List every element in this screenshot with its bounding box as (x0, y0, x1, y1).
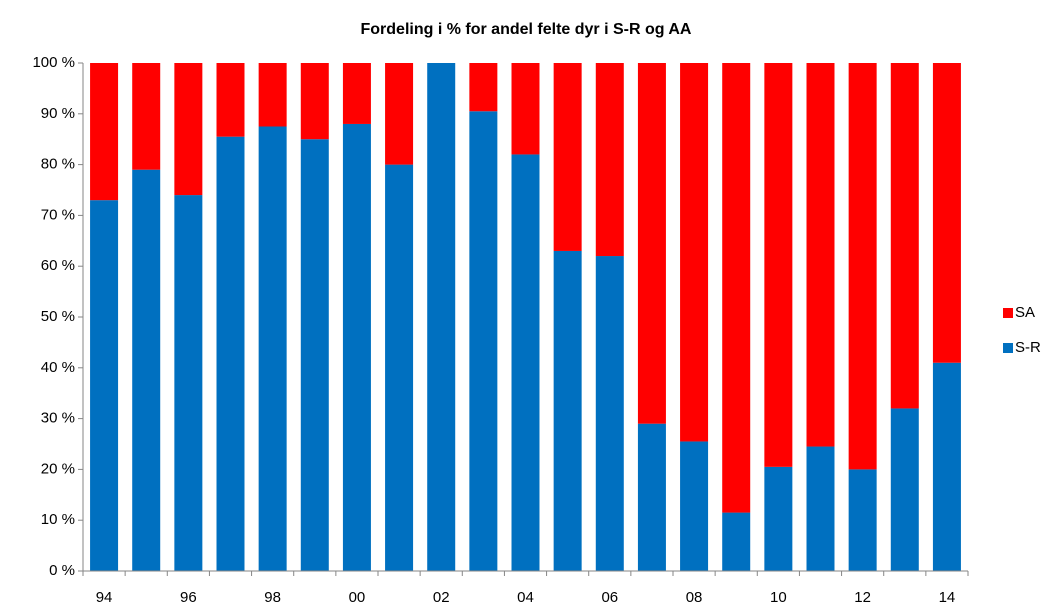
bar-segment (174, 63, 203, 196)
x-tick-label: 06 (601, 589, 618, 606)
bar-segment (932, 362, 961, 571)
bar-segment (385, 63, 414, 165)
y-tick-label: 90 % (41, 105, 75, 122)
x-tick-label: 04 (517, 589, 534, 606)
bar-segment (553, 250, 582, 571)
bar-segment (637, 63, 666, 424)
bar-segment (132, 63, 161, 170)
bar-segment (511, 154, 540, 571)
bar-segment (764, 466, 793, 571)
bar-segment (806, 446, 835, 571)
bar-segment (890, 408, 919, 571)
bar-segment (595, 63, 624, 257)
x-tick-label: 96 (180, 589, 197, 606)
x-tick-label: 14 (939, 589, 956, 606)
y-tick-label: 20 % (41, 460, 75, 477)
bar-segment (680, 441, 709, 571)
bar-segment (848, 469, 877, 571)
bar-segment (300, 139, 329, 571)
bar-segment (595, 256, 624, 571)
bar-segment (385, 164, 414, 571)
y-tick-label: 40 % (41, 359, 75, 376)
x-tick-label: 98 (264, 589, 281, 606)
bar-segment (890, 63, 919, 409)
bar-segment (342, 123, 371, 572)
y-tick-label: 10 % (41, 511, 75, 528)
bar-segment (90, 200, 119, 571)
bar-segment (469, 111, 498, 571)
bar-segment (90, 63, 119, 201)
y-tick-label: 80 % (41, 156, 75, 173)
legend-swatch (1003, 308, 1013, 318)
chart-title: Fordeling i % for andel felte dyr i S-R … (361, 21, 692, 38)
legend-label: SA (1015, 304, 1035, 321)
y-tick-label: 30 % (41, 410, 75, 427)
bar-segment (680, 63, 709, 442)
bar-segment (637, 423, 666, 571)
x-tick-label: 10 (770, 589, 787, 606)
bar-segment (258, 126, 287, 571)
bar-segment (342, 63, 371, 124)
bar-segment (553, 63, 582, 251)
legend-swatch (1003, 343, 1013, 353)
x-tick-label: 00 (349, 589, 366, 606)
y-tick-label: 70 % (41, 206, 75, 223)
bar-segment (511, 63, 540, 155)
bar-segment (806, 63, 835, 447)
bar-segment (848, 63, 877, 470)
y-tick-label: 0 % (49, 562, 75, 579)
y-tick-label: 50 % (41, 308, 75, 325)
bar-segment (300, 63, 329, 140)
bar-segment (216, 63, 245, 137)
bar-segment (427, 63, 456, 571)
y-tick-label: 100 % (32, 54, 75, 71)
bar-segment (722, 512, 751, 571)
bar-segment (216, 136, 245, 571)
bar-segment (932, 63, 961, 363)
bar-segment (722, 63, 751, 513)
x-tick-label: 12 (854, 589, 871, 606)
bar-segment (469, 63, 498, 112)
bar-segment (132, 169, 161, 571)
x-tick-label: 94 (96, 589, 113, 606)
x-tick-label: 08 (686, 589, 703, 606)
bar-segment (258, 63, 287, 127)
y-tick-label: 60 % (41, 257, 75, 274)
x-tick-label: 02 (433, 589, 450, 606)
bar-segment (764, 63, 793, 467)
legend-label: S-R (1015, 339, 1041, 356)
bar-segment (174, 195, 203, 571)
